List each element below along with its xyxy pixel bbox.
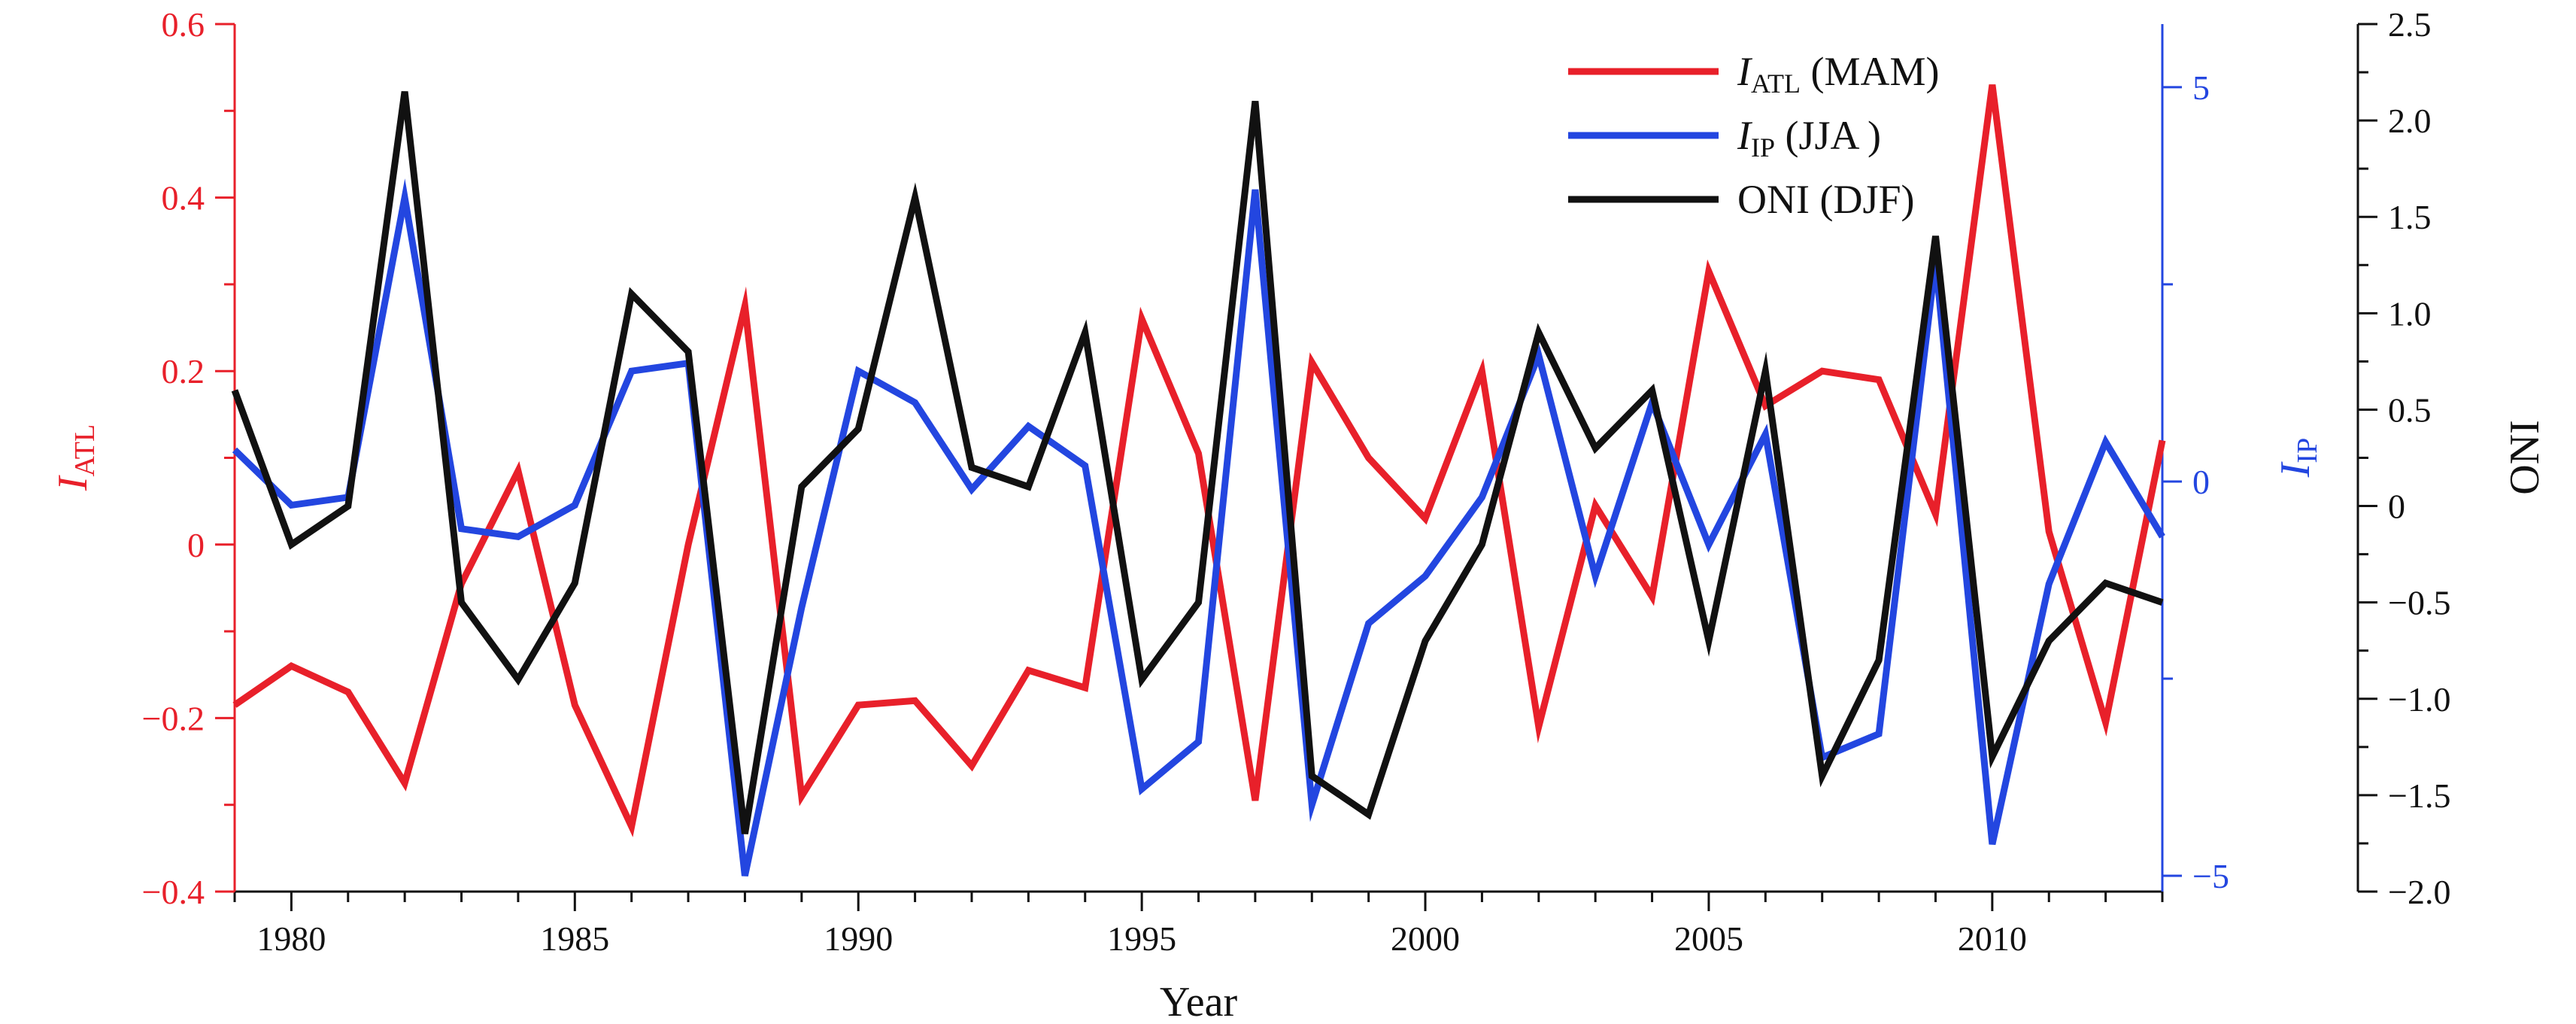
oni-axis-tick-label: −2.0 [2388,873,2450,911]
atl-axis-tick-label: 0.4 [162,179,205,217]
oni-axis-tick-label: −0.5 [2388,584,2450,622]
ip-axis-title: IIP [2272,438,2323,478]
legend-label-main: ONI [1737,177,1810,222]
legend-label-main: I [1737,49,1753,94]
oni-axis-tick-label: 1.0 [2388,294,2432,333]
atl-axis-tick-label: −0.4 [142,873,205,911]
x-tick-label: 1985 [540,919,609,958]
x-tick-label: 1995 [1107,919,1176,958]
atl-axis-tick-label: −0.2 [142,699,205,737]
oni-axis-tick-label: 0 [2388,488,2405,526]
atl-axis-tick-label: 0.2 [162,352,205,390]
oni-axis-tick-label: 0.5 [2388,390,2432,429]
x-tick-label: 2010 [1958,919,2027,958]
oni-axis-tick-label: 2.0 [2388,102,2432,140]
x-tick-label: 2000 [1391,919,1460,958]
ip-axis-tick-label: −5 [2192,857,2229,895]
atl-axis-title-sub: ATL [69,424,101,477]
series-line-oni [231,91,2164,834]
legend-label-suffix: (MAM) [1801,49,1940,94]
legend-label-ip: IIP (JJA ) [1737,113,1881,163]
legend-label-atl: IATL (MAM) [1737,49,1939,99]
legend-label-sub: ATL [1751,68,1801,99]
atl-axis-tick-label: 0.6 [162,5,205,44]
oni-axis-tick-label: −1.0 [2388,680,2450,719]
oni-axis-tick-label: 1.5 [2388,198,2432,236]
oni-axis-title: ONI [2502,420,2548,495]
legend-label-suffix: (DJF) [1810,177,1915,222]
x-tick-label: 1990 [824,919,893,958]
x-axis-title: Year [1160,979,1238,1024]
series-layer [231,84,2166,877]
oni-axis-tick-label: −1.5 [2388,776,2450,815]
x-tick-label: 1980 [256,919,326,958]
x-tick-label: 2005 [1674,919,1743,958]
legend-label-suffix: (JJA ) [1775,113,1881,158]
atl-axis-tick-label: 0 [187,526,205,564]
legend-label-sub: IP [1751,132,1775,163]
legend-label-main: I [1737,113,1753,158]
axes-layer: 1980 1985 1990 1995 2000 2005 2010 Year −0.4 −0.2… [50,5,2548,1024]
legend: IATL (MAM)IIP (JJA )ONI (DJF) [1568,49,1939,222]
ip-axis-title-sub: IP [2292,438,2323,463]
ip-axis-title-main: I [2272,461,2319,478]
oni-axis-title-main: ONI [2502,420,2548,495]
atl-axis-title-main: I [50,475,96,491]
ip-axis-tick-label: 5 [2192,68,2210,107]
ip-axis-tick-label: 0 [2192,463,2210,501]
legend-label-oni: ONI (DJF) [1737,177,1915,222]
atl-axis-title: IATL [50,424,101,491]
oni-axis-tick-label: 2.5 [2388,5,2432,44]
series-line-atl [232,84,2166,837]
series-line-ip [232,178,2165,877]
